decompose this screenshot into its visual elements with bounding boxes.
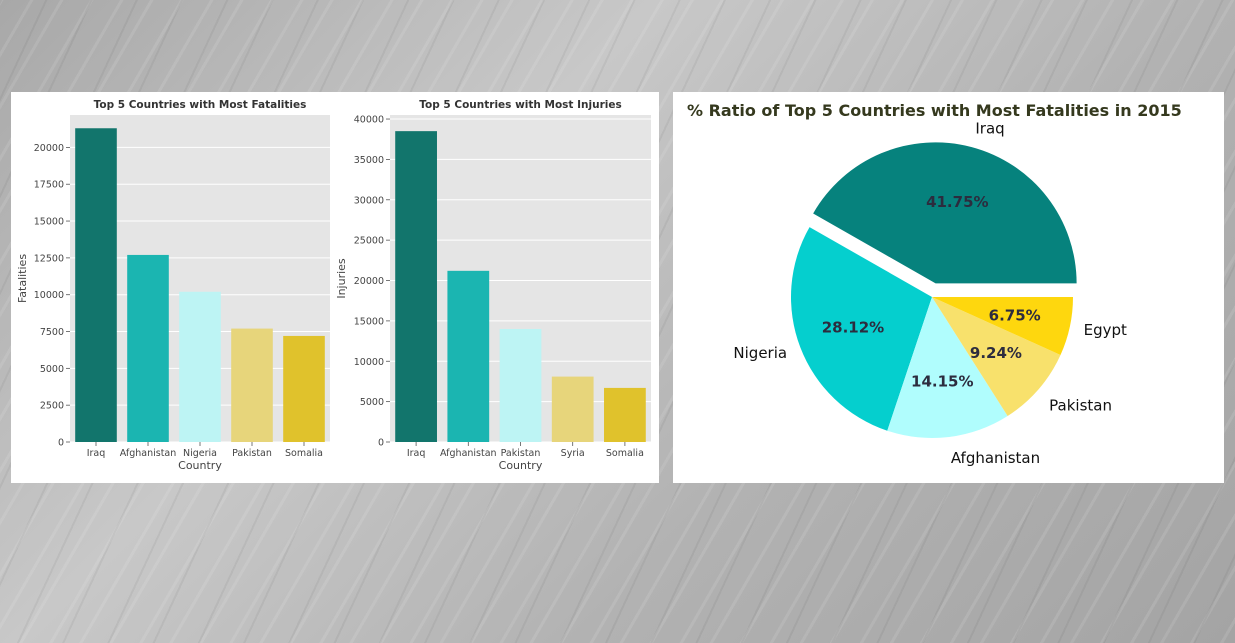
- pie-category-label-iraq: Iraq: [975, 119, 1004, 137]
- fatalities-ytick-label-15000: 15000: [34, 217, 64, 228]
- pie-slice-afghanistan: [887, 297, 1008, 438]
- pie-slice-egypt: [932, 297, 1073, 356]
- fatalities-bar-iraq: [75, 128, 117, 442]
- fatalities-bar-somalia: [283, 335, 325, 442]
- injuries-bar-somalia: [604, 387, 646, 442]
- injuries-ytick-label-20000: 20000: [354, 276, 384, 287]
- fatalities-ytick-label-17500: 17500: [34, 180, 64, 191]
- fatalities-ytick-label-2500: 2500: [40, 401, 64, 412]
- fatalities-ytick-label-5000: 5000: [40, 364, 64, 375]
- injuries-xaxis-label: Country: [499, 459, 543, 472]
- injuries-yaxis-label: Injuries: [335, 258, 348, 299]
- fatalities-ytick-label-20000: 20000: [34, 143, 64, 154]
- injuries-xtick-label-afghanistan: Afghanistan: [440, 448, 497, 459]
- injuries-ytick-label-25000: 25000: [354, 236, 384, 247]
- injuries-bar-iraq: [395, 131, 437, 443]
- injuries-bar-syria: [551, 376, 594, 442]
- pie-slice-iraq: [813, 142, 1077, 284]
- injuries-xtick-label-syria: Syria: [561, 448, 585, 459]
- fatalities-ytick-label-0: 0: [58, 438, 64, 449]
- pie-slice-nigeria: [791, 227, 932, 431]
- fatalities-bar-nigeria: [179, 291, 221, 442]
- pie-value-label-nigeria: 28.12%: [822, 319, 884, 337]
- injuries-xtick-label-pakistan: Pakistan: [501, 448, 541, 459]
- pie-value-label-egypt: 6.75%: [989, 306, 1041, 324]
- fatalities-bar-afghanistan: [127, 254, 169, 442]
- pie-category-label-pakistan: Pakistan: [1049, 397, 1112, 415]
- pie-category-label-afghanistan: Afghanistan: [951, 449, 1040, 467]
- bar-charts-panel: 0 2500 5000 7500 10000 12500 15000 17500 20000 Ir…: [11, 92, 659, 483]
- pie-value-label-pakistan: 9.24%: [970, 344, 1022, 362]
- pie-value-label-afghanistan: 14.15%: [911, 372, 973, 390]
- injuries-ytick-label-30000: 30000: [354, 195, 384, 206]
- fatalities-yaxis-label: Fatalities: [16, 254, 29, 303]
- fatalities-xtick-label-afghanistan: Afghanistan: [120, 448, 177, 459]
- bar-charts-svg: 0 2500 5000 7500 10000 12500 15000 17500 20000 Ir…: [16, 99, 651, 472]
- pie-slice-pakistan: [932, 297, 1061, 416]
- pie-chart-panel: % Ratio of Top 5 Countries with Most Fat…: [673, 92, 1224, 483]
- fatalities-xtick-label-iraq: Iraq: [87, 448, 106, 459]
- injuries-ytick-label-5000: 5000: [360, 397, 384, 408]
- fatalities-xaxis-label: Country: [178, 459, 222, 472]
- injuries-bar-afghanistan: [447, 270, 490, 442]
- injuries-ytick-label-35000: 35000: [354, 155, 384, 166]
- fatalities-xtick-label-nigeria: Nigeria: [183, 448, 217, 459]
- fatalities-bar-pakistan: [231, 328, 273, 442]
- pie-value-label-iraq: 41.75%: [926, 193, 988, 211]
- injuries-ytick-label-40000: 40000: [354, 115, 384, 126]
- pie-category-label-nigeria: Nigeria: [733, 344, 787, 362]
- injuries-ytick-label-0: 0: [378, 438, 384, 449]
- fatalities-bar-chart: 0 2500 5000 7500 10000 12500 15000 17500 20000 Ir…: [16, 99, 330, 472]
- injuries-chart-title: Top 5 Countries with Most Injuries: [419, 99, 621, 111]
- fatalities-ytick-label-10000: 10000: [34, 290, 64, 301]
- injuries-ytick-label-15000: 15000: [354, 316, 384, 327]
- injuries-bar-chart: 0 5000 10000 15000 20000 25000 30000 35000 40000…: [335, 99, 651, 472]
- injuries-xtick-label-iraq: Iraq: [407, 448, 426, 459]
- pie-chart-svg: % Ratio of Top 5 Countries with Most Fat…: [687, 101, 1182, 467]
- injuries-bar-pakistan: [499, 328, 542, 442]
- fatalities-ytick-label-12500: 12500: [34, 253, 64, 264]
- pie-category-label-egypt: Egypt: [1084, 321, 1127, 339]
- fatalities-chart-title: Top 5 Countries with Most Fatalities: [94, 99, 307, 111]
- fatalities-2015-pie-chart: % Ratio of Top 5 Countries with Most Fat…: [687, 101, 1182, 467]
- fatalities-xtick-label-somalia: Somalia: [285, 448, 323, 459]
- fatalities-xtick-label-pakistan: Pakistan: [232, 448, 272, 459]
- injuries-ytick-label-10000: 10000: [354, 357, 384, 368]
- injuries-xtick-label-somalia: Somalia: [606, 448, 644, 459]
- fatalities-ytick-label-7500: 7500: [40, 327, 64, 338]
- pie-chart-title: % Ratio of Top 5 Countries with Most Fat…: [687, 101, 1182, 120]
